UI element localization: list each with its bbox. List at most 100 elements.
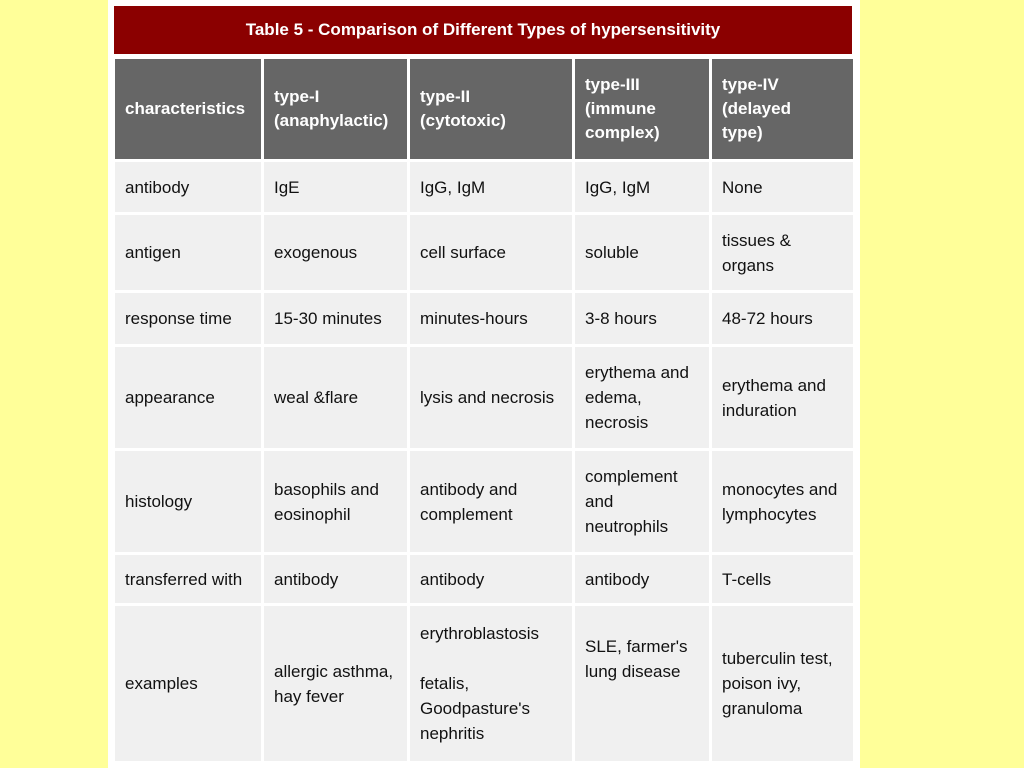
header-line: type-I	[274, 87, 320, 106]
header-line: type-II	[420, 87, 471, 106]
table-row: antibody IgE IgG, IgM IgG, IgM None	[115, 162, 853, 212]
cell-line: neutrophils	[585, 517, 669, 536]
cell-line: edema,	[585, 388, 642, 407]
header-type-2: type-II (cytotoxic)	[410, 59, 572, 159]
row-label: antibody	[115, 162, 261, 212]
cell-line: and	[585, 492, 614, 511]
cell-line: hay fever	[274, 686, 344, 706]
cell-type-4: monocytes and lymphocytes	[712, 451, 853, 552]
cell-type-1: weal &flare	[264, 347, 407, 448]
cell-type-4: tissues & organs	[712, 215, 853, 290]
cell-line: lysis and necrosis	[420, 388, 555, 407]
cell-line: erythema and	[585, 363, 689, 382]
header-type-3: type-III (immune complex)	[575, 59, 709, 159]
cell-line: antibody	[585, 569, 650, 589]
cell-line: IgG, IgM	[585, 177, 651, 197]
cell-line: monocytes and	[722, 479, 838, 499]
table-row: examples allergic asthma, hay fever erythro…	[115, 606, 853, 761]
table-row: response time 15-30 minutes minutes-hours 3…	[115, 293, 853, 344]
cell-spacer	[420, 646, 562, 671]
cell-line: Goodpasture's	[420, 699, 531, 718]
row-label: response time	[115, 293, 261, 344]
cell-line: 3-8 hours	[585, 309, 657, 328]
cell-line: granuloma	[722, 699, 803, 718]
header-line: type-IV	[722, 75, 779, 94]
cell-line: complement	[420, 504, 513, 524]
cell-line: erythema and	[722, 375, 826, 395]
cell-type-4: 48-72 hours	[712, 293, 853, 344]
cell-line: IgE	[274, 177, 300, 197]
cell-line: antibody	[420, 569, 485, 589]
cell-line: lung disease	[585, 661, 681, 681]
cell-spacer	[585, 684, 699, 709]
header-line: (delayed	[722, 99, 791, 118]
row-label: histology	[115, 451, 261, 552]
cell-line: 48-72 hours	[722, 309, 813, 328]
cell-line: cell surface	[420, 243, 506, 262]
cell-line: None	[722, 177, 763, 197]
table-title: Table 5 - Comparison of Different Types …	[114, 6, 852, 54]
cell-type-4: T-cells	[712, 555, 853, 603]
table-row: appearance weal &flare lysis and necrosis e…	[115, 347, 853, 448]
header-line: (immune	[585, 99, 656, 118]
row-label: transferred with	[115, 555, 261, 603]
header-line: complex)	[585, 123, 660, 142]
cell-type-4: erythema and induration	[712, 347, 853, 448]
cell-line: weal &flare	[274, 388, 359, 407]
cell-line: lymphocytes	[722, 504, 817, 524]
header-row: characteristics type-I (anaphylactic) ty…	[115, 59, 853, 159]
cell-line: eosinophil	[274, 504, 351, 524]
cell-type-3: complement and neutrophils	[575, 451, 709, 552]
header-line: (cytotoxic)	[420, 111, 506, 130]
cell-line: organs	[722, 255, 774, 275]
cell-line: basophils and	[274, 479, 379, 499]
cell-type-1: allergic asthma, hay fever	[264, 606, 407, 761]
row-label: antigen	[115, 215, 261, 290]
cell-line: erythroblastosis	[420, 624, 540, 643]
cell-line: IgG, IgM	[420, 177, 486, 197]
cell-line: antibody and	[420, 479, 518, 499]
cell-line: minutes-hours	[420, 309, 528, 328]
row-label: examples	[115, 606, 261, 761]
row-label: appearance	[115, 347, 261, 448]
cell-type-3: 3-8 hours	[575, 293, 709, 344]
cell-type-4: tuberculin test, poison ivy, granuloma	[712, 606, 853, 761]
table-row: antigen exogenous cell surface soluble tissu…	[115, 215, 853, 290]
header-characteristics: characteristics	[115, 59, 261, 159]
cell-line: 15-30 minutes	[274, 309, 382, 328]
header-characteristics-label: characteristics	[125, 99, 246, 118]
cell-line: exogenous	[274, 243, 358, 262]
cell-type-1: exogenous	[264, 215, 407, 290]
cell-type-2: erythroblastosis fetalis, Goodpasture's nep…	[410, 606, 572, 761]
cell-type-3: IgG, IgM	[575, 162, 709, 212]
cell-type-2: lysis and necrosis	[410, 347, 572, 448]
cell-type-1: 15-30 minutes	[264, 293, 407, 344]
table-row: transferred with antibody antibody antibody…	[115, 555, 853, 603]
cell-line: SLE, farmer's	[585, 636, 688, 656]
header-type-1: type-I (anaphylactic)	[264, 59, 407, 159]
cell-type-3: soluble	[575, 215, 709, 290]
header-line: (anaphylactic)	[274, 111, 389, 130]
cell-line: induration	[722, 400, 797, 420]
cell-line: fetalis,	[420, 674, 470, 693]
cell-type-3: SLE, farmer's lung disease	[575, 606, 709, 761]
cell-line: allergic asthma,	[274, 661, 394, 681]
cell-line: tuberculin test,	[722, 649, 833, 668]
header-line: type-III	[585, 75, 640, 94]
cell-type-3: erythema and edema, necrosis	[575, 347, 709, 448]
cell-line: T-cells	[722, 569, 772, 589]
cell-line: poison ivy,	[722, 674, 802, 693]
table-body: antibody IgE IgG, IgM IgG, IgM None antigen ex…	[115, 162, 853, 761]
cell-line: necrosis	[585, 413, 649, 432]
header-type-4: type-IV (delayed type)	[712, 59, 853, 159]
cell-type-2: antibody	[410, 555, 572, 603]
cell-type-1: antibody	[264, 555, 407, 603]
cell-line: nephritis	[420, 724, 485, 743]
cell-type-3: antibody	[575, 555, 709, 603]
cell-type-2: minutes-hours	[410, 293, 572, 344]
cell-type-2: IgG, IgM	[410, 162, 572, 212]
cell-line: soluble	[585, 243, 639, 262]
cell-line: antibody	[274, 569, 339, 589]
cell-type-4: None	[712, 162, 853, 212]
cell-type-2: cell surface	[410, 215, 572, 290]
